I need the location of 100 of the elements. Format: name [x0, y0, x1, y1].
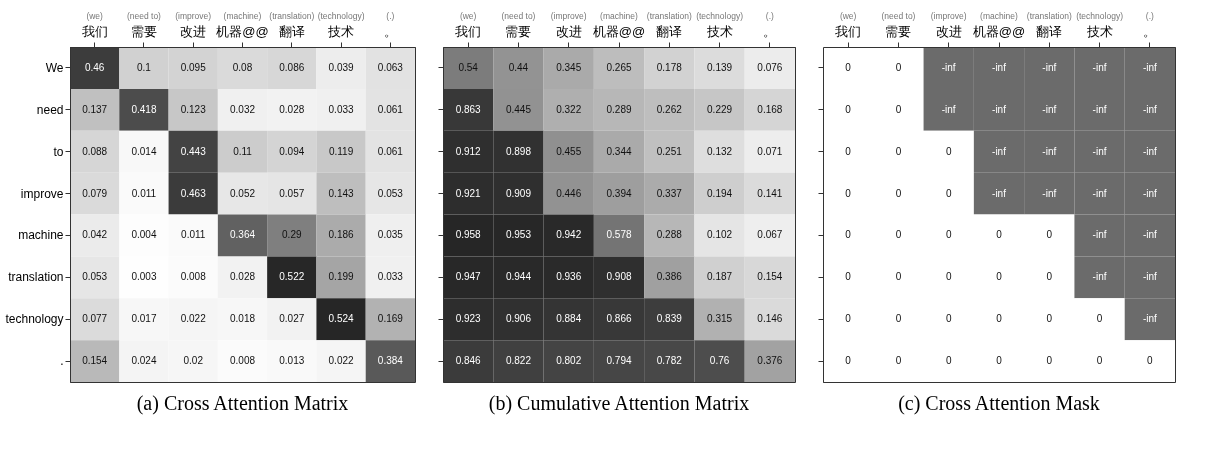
y-tick-label: to: [53, 144, 64, 159]
text: -inf: [1042, 103, 1057, 115]
data-label: 0: [996, 355, 1003, 367]
data-label: 0.008: [229, 355, 256, 367]
data-label: 0.322: [556, 103, 582, 115]
data-label: 0: [996, 229, 1003, 241]
data-label: 0.024: [131, 355, 157, 367]
data-label: 0.1: [136, 61, 152, 73]
data-label: 0.017: [131, 313, 157, 325]
text: -inf: [992, 187, 1006, 199]
category-label: (we) 我们: [455, 11, 482, 39]
text: -inf: [1092, 103, 1107, 115]
y-tick-label: translation: [8, 270, 64, 285]
category-label: (improve) 改进: [175, 11, 212, 39]
data-label: 0.909: [505, 187, 532, 199]
y-tick-label: .: [60, 354, 64, 369]
text: -inf: [1092, 187, 1107, 199]
data-label: 0: [996, 271, 1003, 283]
data-label: 0.944: [505, 271, 532, 283]
category-label: (translation) 翻译: [1026, 11, 1072, 39]
text: -inf: [1142, 145, 1157, 157]
data-label: 0.018: [229, 313, 256, 325]
text: -inf: [1042, 145, 1057, 157]
data-label: 0.822: [505, 355, 532, 367]
data-label: 0: [1046, 229, 1053, 241]
data-label: 0.376: [757, 355, 783, 367]
data-label: 0: [1096, 355, 1103, 367]
data-label: 0.524: [328, 313, 355, 325]
data-label: 0.578: [606, 229, 632, 241]
text: -inf: [1092, 145, 1107, 157]
data-label: 0.912: [455, 145, 482, 157]
data-label: 0: [945, 271, 952, 283]
data-label: 0.463: [180, 187, 207, 199]
data-label: 0.132: [707, 145, 733, 157]
data-label: 0: [895, 355, 902, 367]
data-label: 0.802: [556, 355, 582, 367]
data-label: 0: [845, 61, 852, 73]
text: -inf: [1142, 271, 1157, 283]
data-label: 0: [1046, 355, 1053, 367]
data-label: 0.139: [707, 61, 733, 73]
data-label: 0.908: [606, 271, 632, 283]
text: -inf: [1092, 229, 1107, 241]
data-label: 0.418: [131, 103, 157, 115]
data-label: 0.782: [656, 355, 683, 367]
data-label: 0.936: [556, 271, 582, 283]
category-label: (translation) 翻译: [269, 11, 315, 39]
data-label: 0.102: [707, 229, 733, 241]
y-tick-label: technology: [5, 312, 64, 327]
category-label: (technology) 技术: [317, 11, 365, 39]
data-label: 0.022: [180, 313, 207, 325]
data-label: 0.958: [455, 229, 482, 241]
text: -inf: [1092, 271, 1107, 283]
data-label: 0.094: [279, 145, 305, 157]
data-label: 0: [895, 187, 902, 199]
data-label: 0.262: [656, 103, 683, 115]
data-label: 0.455: [556, 145, 582, 157]
data-label: 0.154: [757, 271, 783, 283]
data-label: 0.067: [757, 229, 783, 241]
text: -inf: [992, 145, 1006, 157]
data-label: 0.921: [455, 187, 482, 199]
data-label: 0: [845, 145, 852, 157]
data-label: 0: [945, 313, 952, 325]
y-tick-label: need: [36, 102, 64, 117]
data-label: 0.079: [82, 187, 108, 199]
category-label: (technology) 技术: [1076, 11, 1123, 39]
text: -inf: [941, 103, 956, 115]
data-label: 0.057: [279, 187, 305, 199]
data-label: 0.866: [606, 313, 632, 325]
text: (a) Cross Attention Matrix: [136, 392, 349, 415]
text: -inf: [1092, 61, 1107, 73]
data-label: 0.386: [656, 271, 683, 283]
data-label: 0: [895, 145, 902, 157]
text: -inf: [1142, 103, 1157, 115]
data-label: 0.137: [82, 103, 108, 115]
data-label: 0.052: [229, 187, 256, 199]
data-label: 0: [945, 355, 952, 367]
data-label: 0.011: [181, 229, 206, 241]
data-label: 0.289: [606, 103, 632, 115]
data-label: 0: [1046, 271, 1053, 283]
data-label: 0.794: [606, 355, 632, 367]
text: -inf: [1142, 313, 1157, 325]
data-label: 0: [1147, 355, 1154, 367]
data-label: 0.032: [229, 103, 256, 115]
data-label: 0.44: [508, 61, 529, 73]
category-label: (.) 。: [383, 11, 397, 39]
data-label: 0.061: [377, 103, 404, 115]
data-label: 0.061: [377, 145, 404, 157]
data-label: 0.29: [282, 229, 302, 241]
y-tick-label: machine: [18, 228, 64, 243]
data-label: 0.364: [229, 229, 256, 241]
data-label: 0.906: [505, 313, 532, 325]
data-label: 0.394: [606, 187, 632, 199]
y-tick-label: We: [45, 60, 64, 75]
data-label: 0.053: [82, 271, 108, 283]
data-label: 0: [845, 313, 852, 325]
data-label: 0.186: [328, 229, 355, 241]
data-label: 0.194: [707, 187, 733, 199]
data-label: 0.014: [131, 145, 157, 157]
text: -inf: [1042, 187, 1057, 199]
category-label: (we) 我们: [835, 11, 862, 39]
